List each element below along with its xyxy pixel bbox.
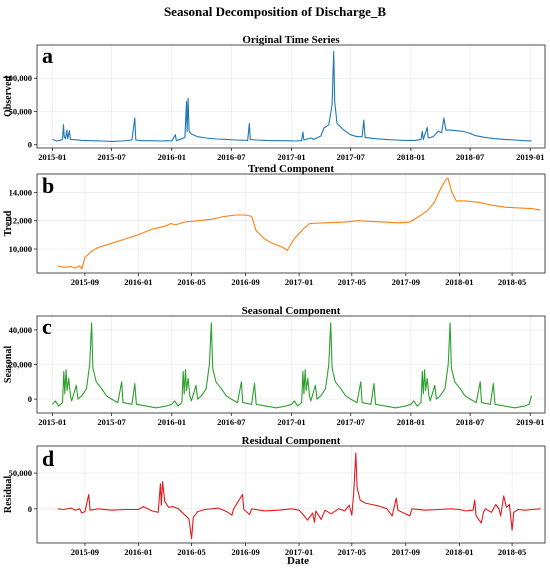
x-tick-label: 2018-07: [456, 417, 485, 427]
x-tick-label: 2015-01: [38, 417, 66, 427]
x-tick-label: 2019-01: [516, 417, 544, 427]
y-tick-label: 50,000: [9, 107, 32, 117]
x-tick-label: 2016-09: [231, 277, 259, 287]
y-tick-label: 0: [28, 504, 32, 514]
x-tick-label: 2015-09: [71, 547, 99, 557]
x-tick-label: 2017-01: [285, 547, 313, 557]
y-tick-label: 0: [28, 394, 32, 404]
panel-title: Residual Component: [242, 435, 341, 447]
figure-title: Seasonal Decomposition of Discharge_B: [164, 4, 386, 19]
x-tick-label: 2017-01: [285, 277, 313, 287]
y-tick-label: 12,000: [9, 216, 32, 226]
y-tick-label: 14,000: [9, 187, 32, 197]
panel-letter: d: [42, 446, 54, 471]
x-tick-label: 2017-07: [337, 417, 366, 427]
x-tick-label: 2017-09: [392, 277, 420, 287]
x-tick-label: 2018-01: [397, 417, 425, 427]
observed-series-line: [52, 51, 532, 142]
x-tick-label: 2016-01: [124, 547, 152, 557]
y-axis-label: Seasonal: [3, 346, 14, 383]
x-tick-label: 2017-09: [392, 547, 420, 557]
panel-title: Seasonal Component: [242, 305, 341, 317]
x-tick-label: 2015-09: [71, 277, 99, 287]
plot-frame: [36, 173, 546, 274]
panel-c: 2015-01 2015-07 2016-01 2016-07 2017-01 2017-…: [3, 305, 546, 427]
panel-letter: c: [42, 314, 52, 339]
y-tick-label: 50,000: [9, 468, 32, 478]
panel-letter: a: [42, 43, 53, 68]
x-tick-label: 2015-07: [97, 152, 126, 162]
y-tick-label: 0: [28, 140, 32, 150]
panel-letter: b: [42, 173, 54, 198]
x-tick-label: 2016-01: [158, 152, 186, 162]
x-tick-label: 2016-05: [177, 547, 205, 557]
y-axis-label: Trend: [3, 210, 14, 236]
x-tick-label: 2017-05: [338, 277, 366, 287]
x-tick-label: 2015-01: [38, 152, 66, 162]
x-tick-label: 2018-01: [445, 547, 473, 557]
seasonal-series-line: [51, 322, 533, 409]
panel-d: 2015-09 2016-01 2016-05 2016-09 2017-01 2017-…: [3, 435, 546, 557]
panel-title: Original Time Series: [242, 34, 340, 46]
y-tick-label: 100,000: [4, 73, 32, 83]
y-tick-label: 20,000: [9, 360, 32, 370]
panel-a: 2015-01 2015-07 2016-01 2016-07 2017-01 2017-…: [3, 34, 546, 162]
x-tick-label: 2016-01: [158, 417, 186, 427]
x-tick-label: 2018-05: [498, 277, 526, 287]
plot-frame: [36, 44, 546, 149]
x-tick-label: 2018-01: [397, 152, 425, 162]
x-tick-label: 2016-07: [217, 417, 246, 427]
plot-frame: [36, 445, 546, 544]
x-tick-label: 2016-01: [124, 277, 152, 287]
panel-b: 2015-09 2016-01 2016-05 2016-09 2017-01 2017-…: [3, 163, 546, 287]
x-axis-label: Date: [287, 555, 309, 567]
x-tick-label: 2017-01: [277, 417, 305, 427]
y-tick-label: 10,000: [9, 244, 32, 254]
x-tick-label: 2018-05: [498, 547, 526, 557]
x-tick-label: 2016-07: [217, 152, 246, 162]
trend-series-line: [57, 177, 541, 270]
y-tick-label: 40,000: [9, 325, 32, 335]
x-tick-label: 2018-01: [445, 277, 473, 287]
x-tick-label: 2016-05: [177, 277, 205, 287]
y-axis-label: Observed: [3, 76, 14, 118]
x-tick-label: 2015-07: [97, 417, 126, 427]
panel-title: Trend Component: [248, 163, 334, 175]
x-tick-label: 2019-01: [516, 152, 544, 162]
x-tick-label: 2017-07: [337, 152, 366, 162]
x-tick-label: 2017-05: [338, 547, 366, 557]
x-tick-label: 2016-09: [231, 547, 259, 557]
residual-series-line: [57, 452, 541, 540]
x-tick-label: 2018-07: [456, 152, 485, 162]
y-axis-label: Residual: [3, 476, 14, 513]
panels-group: 2015-01 2015-07 2016-01 2016-07 2017-01 2017-…: [3, 34, 546, 557]
x-tick-label: 2017-01: [277, 152, 305, 162]
